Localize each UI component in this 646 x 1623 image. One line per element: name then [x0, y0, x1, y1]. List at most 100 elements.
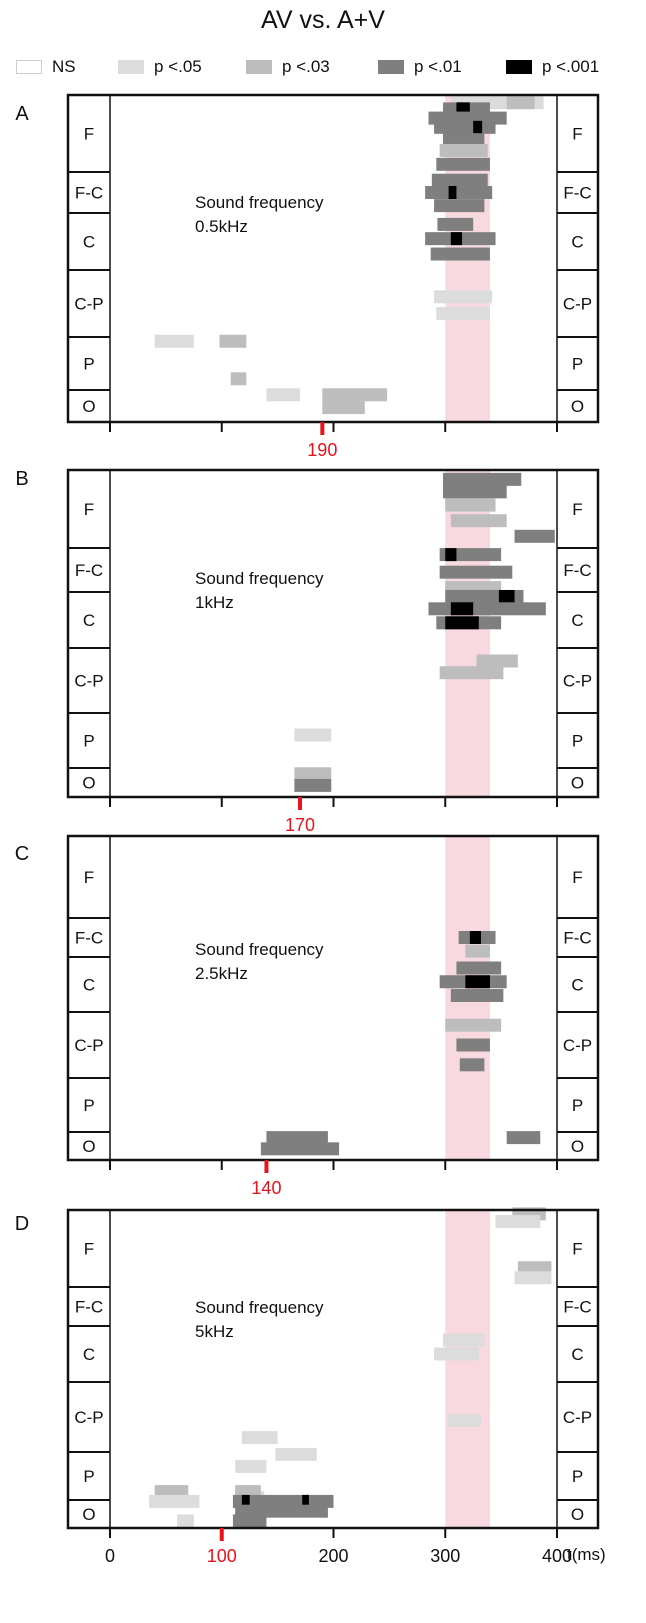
significance-cluster — [450, 989, 504, 1002]
significance-cluster — [498, 589, 515, 603]
region-label-right: C — [571, 233, 583, 252]
significance-cluster — [439, 565, 513, 579]
significance-cluster — [443, 133, 485, 147]
legend-label: p <.05 — [154, 57, 202, 76]
region-label-right: O — [571, 774, 584, 793]
significance-cluster — [445, 1018, 502, 1032]
significance-cluster — [302, 1494, 309, 1508]
region-label-left: O — [82, 774, 95, 793]
panel-frame — [66, 93, 600, 424]
region-label-right: F — [572, 868, 582, 887]
x-tick-label: 400 — [542, 1546, 572, 1566]
significance-cluster — [517, 1261, 552, 1275]
significance-cluster — [514, 1271, 552, 1285]
significance-cluster — [443, 1333, 485, 1347]
latency-marker-label: 190 — [307, 440, 337, 460]
region-label-left: F — [84, 500, 94, 519]
legend-label: p <.03 — [282, 57, 330, 76]
region-label-right: P — [572, 732, 583, 751]
legend-item-ns: NS — [16, 54, 76, 80]
legend-label: p <.001 — [542, 57, 600, 76]
significance-cluster — [235, 1485, 261, 1499]
annotation-value: 2.5kHz — [195, 964, 248, 983]
significance-cluster — [235, 1459, 267, 1473]
region-label-right: C-P — [563, 672, 592, 691]
annotation-value: 1kHz — [195, 593, 234, 612]
region-label-left: F — [84, 125, 94, 144]
significance-cluster — [465, 944, 490, 958]
significance-cluster — [450, 602, 474, 616]
significance-cluster — [154, 334, 194, 348]
significance-cluster — [437, 217, 474, 231]
significance-cluster — [436, 157, 490, 171]
region-label-right: O — [571, 1505, 584, 1524]
significance-cluster — [450, 514, 507, 528]
significance-cluster — [434, 290, 493, 304]
region-label-right: P — [572, 1467, 583, 1486]
significance-cluster — [495, 1215, 541, 1229]
legend-swatch-p03 — [246, 60, 272, 74]
x-tick-label: 0 — [105, 1546, 115, 1566]
significance-cluster — [425, 186, 493, 199]
region-label-left: F-C — [75, 561, 103, 580]
region-label-left: C — [83, 1345, 95, 1364]
significance-cluster — [450, 232, 463, 246]
latency-marker-label: 170 — [285, 815, 315, 835]
significance-cluster — [445, 548, 457, 562]
region-label-right: F — [572, 500, 582, 519]
significance-cluster — [219, 334, 247, 348]
x-tick-label: 300 — [430, 1546, 460, 1566]
legend-label: NS — [52, 57, 76, 76]
region-label-right: F-C — [563, 184, 591, 203]
significance-cluster — [456, 961, 502, 975]
panel-frame — [66, 468, 600, 799]
region-label-right: C-P — [563, 295, 592, 314]
panel-label: C — [15, 843, 29, 865]
significance-cluster — [322, 401, 365, 415]
significance-cluster — [241, 1431, 278, 1445]
significance-cluster — [430, 247, 490, 261]
legend-swatch-ns — [16, 60, 42, 74]
significance-cluster — [469, 931, 482, 944]
significance-cluster — [447, 1414, 482, 1427]
significance-cluster — [294, 778, 332, 792]
region-label-right: O — [571, 1137, 584, 1156]
significance-cluster — [439, 143, 488, 157]
significance-cluster — [235, 1504, 328, 1518]
region-label-right: F-C — [563, 1298, 591, 1317]
region-label-right: C — [571, 1345, 583, 1364]
region-label-left: C — [83, 611, 95, 630]
significance-legend: NS p <.05 p <.03 p <.01 p <.001 — [0, 54, 646, 80]
significance-cluster — [443, 472, 522, 486]
region-label-left: C — [83, 976, 95, 995]
panel-frame — [66, 834, 600, 1162]
region-label-left: F-C — [75, 929, 103, 948]
legend-swatch-p01 — [378, 60, 404, 74]
significance-cluster — [232, 1514, 267, 1528]
significance-cluster — [506, 1131, 541, 1145]
region-label-left: O — [82, 397, 95, 416]
annotation-title: Sound frequency — [195, 1298, 324, 1317]
significance-cluster — [428, 602, 546, 616]
significance-cluster — [294, 767, 332, 781]
region-label-left: F-C — [75, 184, 103, 203]
significance-cluster — [322, 388, 388, 402]
legend-swatch-p001 — [506, 60, 532, 74]
panel-label: B — [15, 468, 28, 490]
region-label-right: F-C — [563, 561, 591, 580]
legend-swatch-p05 — [118, 60, 144, 74]
region-label-left: F — [84, 868, 94, 887]
panel-label: A — [15, 103, 29, 125]
region-label-right: F-C — [563, 929, 591, 948]
annotation-title: Sound frequency — [195, 569, 324, 588]
legend-label: p <.01 — [414, 57, 462, 76]
significance-cluster — [448, 186, 457, 199]
region-label-left: C-P — [74, 1408, 103, 1427]
region-label-right: C-P — [563, 1408, 592, 1427]
significance-cluster — [434, 120, 496, 134]
significance-cluster — [459, 1058, 485, 1072]
significance-cluster — [154, 1485, 189, 1499]
significance-cluster — [230, 372, 247, 386]
region-label-left: C-P — [74, 295, 103, 314]
significance-cluster — [177, 1514, 194, 1528]
